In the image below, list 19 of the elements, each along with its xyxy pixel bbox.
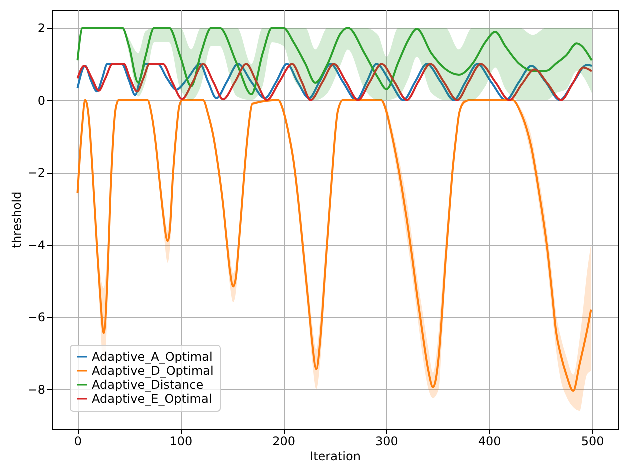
x-tick-label: 300 (376, 434, 398, 448)
legend-label: Adaptive_D_Optimal (92, 364, 214, 378)
x-tick-label: 500 (581, 434, 604, 448)
y-tick-label: −8 (28, 382, 46, 397)
x-tick-label: 400 (478, 434, 502, 448)
legend-label: Adaptive_Distance (92, 378, 204, 392)
line-series (76, 63, 593, 102)
y-axis-title: threshold (10, 192, 24, 248)
y-tick-label: 0 (38, 94, 46, 108)
x-tick-label: 0 (74, 434, 82, 448)
legend-label: Adaptive_A_Optimal (92, 350, 213, 364)
y-tick-label: 2 (38, 22, 46, 36)
y-tick-label: −6 (28, 310, 46, 325)
x-tick-label: 200 (272, 434, 296, 448)
legend-label: Adaptive_E_Optimal (92, 392, 212, 406)
y-tick-label: −2 (28, 166, 46, 180)
y-tick-label: −4 (28, 238, 46, 252)
x-tick-label: 100 (170, 434, 193, 448)
x-axis-title: Iteration (310, 450, 361, 464)
